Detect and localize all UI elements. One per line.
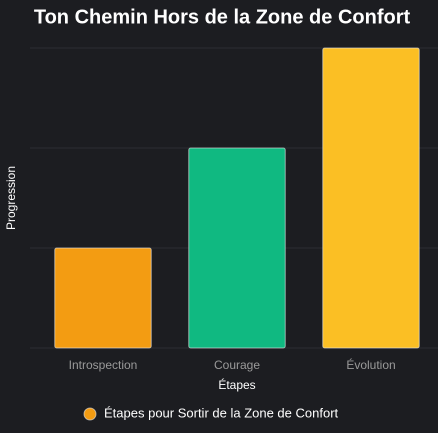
x-tick-label: Courage bbox=[214, 358, 260, 372]
legend-swatch bbox=[83, 407, 97, 421]
legend-label: Étapes pour Sortir de la Zone de Confort bbox=[104, 405, 339, 420]
bar bbox=[188, 147, 286, 349]
bar bbox=[322, 47, 420, 349]
x-tick-label: Évolution bbox=[346, 357, 395, 372]
bar bbox=[54, 247, 152, 349]
y-axis-title: Progression bbox=[4, 166, 18, 230]
x-axis-title: Étapes bbox=[218, 377, 255, 392]
x-tick-label: Introspection bbox=[69, 358, 138, 372]
chart-title: Ton Chemin Hors de la Zone de Confort bbox=[34, 6, 411, 28]
